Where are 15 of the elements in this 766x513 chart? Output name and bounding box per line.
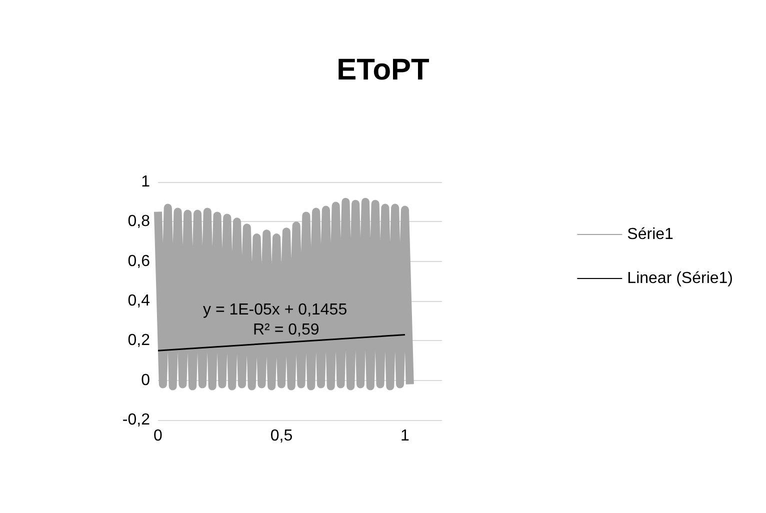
x-tick-label: 1 <box>400 428 410 444</box>
y-tick-label: 1 <box>141 174 150 190</box>
legend-label: Linear (Série1) <box>627 270 733 287</box>
chart-title: EToPT <box>336 54 430 86</box>
legend-label: Série1 <box>627 226 674 243</box>
y-tick-label: 0,8 <box>128 213 150 230</box>
x-tick-label: 0 <box>154 428 163 444</box>
y-tick-label: 0,4 <box>128 292 150 310</box>
annotation: R² = 0,59 <box>253 322 320 338</box>
y-tick-label: -0,2 <box>122 412 150 428</box>
y-tick-label: 0,2 <box>128 332 150 350</box>
y-tick-label: 0 <box>141 372 150 389</box>
annotation: y = 1E-05x + 0,1455 <box>203 302 348 318</box>
y-tick-label: 0,6 <box>128 252 150 270</box>
x-tick-label: 0,5 <box>270 428 293 444</box>
